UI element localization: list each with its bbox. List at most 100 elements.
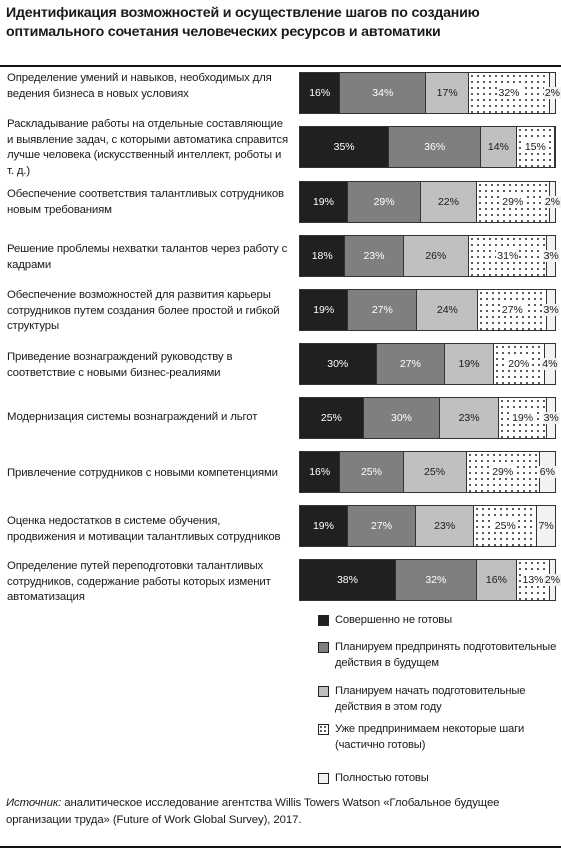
bar-segment: 7% — [537, 506, 555, 546]
bar-segment: 29% — [476, 182, 550, 222]
legend-swatch — [318, 773, 329, 784]
data-label: 27% — [370, 304, 394, 316]
legend-swatch — [318, 686, 329, 697]
data-label: 19% — [311, 196, 335, 208]
bar-segment: 3% — [542, 398, 560, 438]
bar-segment: 2% — [543, 182, 561, 222]
data-label: 25% — [359, 466, 383, 478]
bar-segment: 30% — [363, 398, 441, 438]
data-label: 19% — [511, 412, 535, 424]
source-prefix: Источник: — [6, 797, 62, 809]
stacked-bar: 30% 27% 19% 20% 4% — [299, 343, 559, 385]
stacked-bar: 38% 32% 16% 13% 2% — [299, 559, 561, 601]
stacked-bar: 18% 23% 26% 31% 3% — [299, 235, 560, 277]
stacked-bar: 35% 36% 14% 15% — [299, 126, 556, 168]
legend-swatch — [318, 724, 329, 735]
data-label: 19% — [312, 304, 336, 316]
category-label: Привлечение сотрудников с новыми компете… — [7, 467, 278, 479]
data-label: 31% — [496, 250, 520, 262]
bar-segment: 36% — [389, 127, 482, 167]
bar-segment: 32% — [469, 73, 550, 113]
data-label: 15% — [523, 141, 547, 153]
chart-title: Идентификация возможностей и осуществлен… — [6, 5, 480, 40]
bar-segment: 19% — [498, 398, 548, 438]
bottom-rule — [0, 846, 561, 848]
legend-label: Полностью готовы — [335, 772, 429, 784]
data-label: 25% — [423, 466, 447, 478]
bar-segment: 25% — [403, 452, 467, 492]
legend-label: Планируем начать подготовительные действ… — [335, 685, 526, 713]
data-label: 17% — [435, 87, 459, 99]
category-label: Определение умений и навыков, необходимы… — [7, 72, 272, 100]
bar-segment: 27% — [478, 290, 548, 330]
bar-segment: 16% — [476, 560, 518, 600]
category-label: Обеспечение соответствия талантливых сот… — [7, 188, 284, 216]
data-label: 16% — [308, 87, 332, 99]
bar-segment: 27% — [348, 290, 418, 330]
data-label: 34% — [371, 87, 395, 99]
data-label: 25% — [493, 520, 517, 532]
bar-segment: 23% — [416, 506, 475, 546]
data-label: 16% — [484, 574, 508, 586]
data-label: 3% — [542, 250, 560, 262]
category-label: Оценка недостатков в системе обучения, п… — [7, 515, 281, 543]
data-label: 23% — [457, 412, 481, 424]
bar-segment: 16% — [300, 73, 341, 113]
stacked-bar: 19% 27% 24% 27% 3% — [299, 289, 560, 331]
data-label: 35% — [332, 141, 356, 153]
stacked-bar: 16% 34% 17% 32% 2% — [299, 72, 561, 114]
data-label: 25% — [319, 412, 343, 424]
bar-segment: 30% — [300, 344, 377, 384]
data-label: 3% — [542, 412, 560, 424]
bar-segment: 23% — [440, 398, 499, 438]
stacked-bar: 19% 29% 22% 29% 2% — [299, 181, 561, 223]
bar-segment: 27% — [347, 506, 417, 546]
bar-segment: 35% — [300, 127, 390, 167]
data-label: 24% — [435, 304, 459, 316]
source-note: Источник: аналитическое исследование аге… — [6, 795, 554, 829]
bar-segment: 25% — [474, 506, 538, 546]
bar-segment: 22% — [421, 182, 477, 222]
stacked-bar: 19% 27% 23% 25% 7% — [299, 505, 556, 547]
legend-label: Уже предпринимаем некоторые шаги (частич… — [335, 723, 525, 751]
bar-segment: 25% — [340, 452, 404, 492]
bar-segment: 19% — [445, 344, 494, 384]
data-label: 29% — [501, 196, 525, 208]
bar-segment: 38% — [300, 560, 396, 600]
legend-swatch — [318, 615, 329, 626]
bar-segment: 34% — [340, 73, 427, 113]
data-label: 2% — [543, 196, 561, 208]
bar-segment: 29% — [466, 452, 540, 492]
data-label: 7% — [537, 520, 555, 532]
stacked-bar: 16% 25% 25% 29% 6% — [299, 451, 556, 493]
data-label: 29% — [491, 466, 515, 478]
bar-segment: 23% — [345, 236, 404, 276]
category-label: Решение проблемы нехватки талантов через… — [7, 243, 288, 271]
data-label: 20% — [507, 358, 531, 370]
stacked-bar: 25% 30% 23% 19% 3% — [299, 397, 560, 439]
legend-swatch — [318, 642, 329, 653]
bar-segment: 14% — [481, 127, 517, 167]
data-label: 36% — [423, 141, 447, 153]
data-label: 14% — [486, 141, 510, 153]
bar-segment: 31% — [469, 236, 548, 276]
category-label: Раскладывание работы на отдельные состав… — [7, 118, 288, 177]
bar-segment: 3% — [542, 290, 560, 330]
bar-segment: 19% — [300, 182, 348, 222]
bar-segment: 26% — [403, 236, 470, 276]
data-label: 30% — [389, 412, 413, 424]
bar-segment: 27% — [376, 344, 446, 384]
data-label: 19% — [457, 358, 481, 370]
data-label: 16% — [308, 466, 332, 478]
bar-segment: 18% — [300, 236, 346, 276]
data-label: 27% — [500, 304, 524, 316]
category-label: Определение путей переподготовки талантл… — [7, 560, 271, 603]
data-label: 32% — [424, 574, 448, 586]
data-label: 32% — [497, 87, 521, 99]
data-label: 19% — [311, 520, 335, 532]
bar-segment: 20% — [493, 344, 545, 384]
bar-segment: 17% — [426, 73, 470, 113]
data-label: 2% — [543, 87, 561, 99]
bar-segment: 4% — [541, 344, 559, 384]
data-label: 26% — [424, 250, 448, 262]
